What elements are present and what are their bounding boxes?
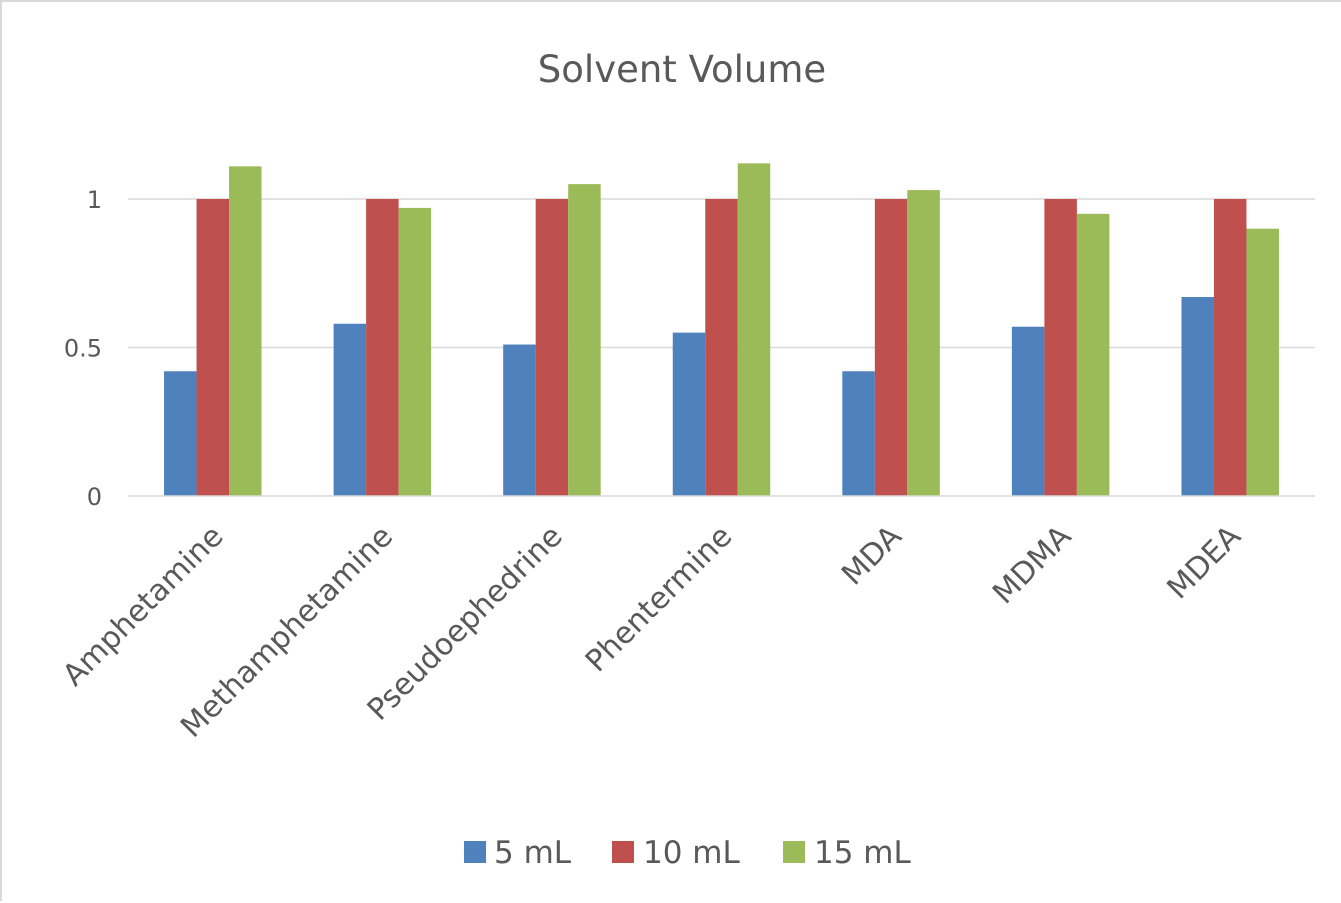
legend-swatch [464, 841, 486, 863]
bar-10-ml-methamphetamine [366, 199, 399, 496]
y-axis-ticks: 00.51 [64, 186, 102, 511]
bar-15-ml-mdma [1076, 213, 1110, 496]
bar-15-ml-pseudoephedrine [568, 184, 601, 496]
bar-5-ml-phentermine [672, 332, 706, 496]
bar-15-ml-mda [907, 190, 940, 496]
bar-10-ml-pseudoephedrine [535, 199, 569, 496]
bar-15-ml-mdea [1246, 228, 1279, 496]
x-tick-label: MDMA [986, 519, 1079, 612]
bar-10-ml-amphetamine [196, 199, 230, 496]
y-tick-label: 0 [87, 483, 102, 511]
bars [164, 163, 1279, 497]
legend-label: 10 mL [643, 835, 740, 871]
bar-5-ml-mdma [1011, 326, 1045, 496]
bar-10-ml-phentermine [705, 199, 738, 496]
x-axis-ticks: AmphetamineMethamphetaminePseudoephedrin… [56, 519, 1248, 745]
bar-10-ml-mdea [1213, 199, 1247, 496]
x-tick-label: MDA [835, 519, 909, 593]
bar-5-ml-methamphetamine [333, 323, 367, 496]
bar-15-ml-amphetamine [229, 166, 262, 496]
bar-15-ml-methamphetamine [398, 207, 432, 496]
legend-label: 15 mL [814, 835, 911, 871]
bar-5-ml-amphetamine [164, 371, 197, 496]
bar-5-ml-mdea [1181, 297, 1214, 496]
bar-15-ml-phentermine [737, 163, 771, 497]
legend-swatch [612, 841, 634, 863]
chart-title: Solvent Volume [538, 48, 826, 91]
bar-5-ml-mda [842, 371, 875, 496]
y-tick-label: 1 [87, 186, 102, 214]
bar-10-ml-mdma [1044, 199, 1077, 496]
legend-label: 5 mL [494, 835, 572, 871]
x-tick-label: Phentermine [579, 519, 739, 679]
legend: 5 mL 10 mL 15 mL [464, 835, 911, 871]
x-tick-label: Amphetamine [56, 519, 230, 693]
x-tick-label: MDEA [1161, 519, 1249, 607]
bar-5-ml-pseudoephedrine [503, 344, 536, 496]
legend-swatch [783, 841, 805, 863]
bar-10-ml-mda [874, 199, 908, 496]
y-tick-label: 0.5 [64, 335, 102, 363]
